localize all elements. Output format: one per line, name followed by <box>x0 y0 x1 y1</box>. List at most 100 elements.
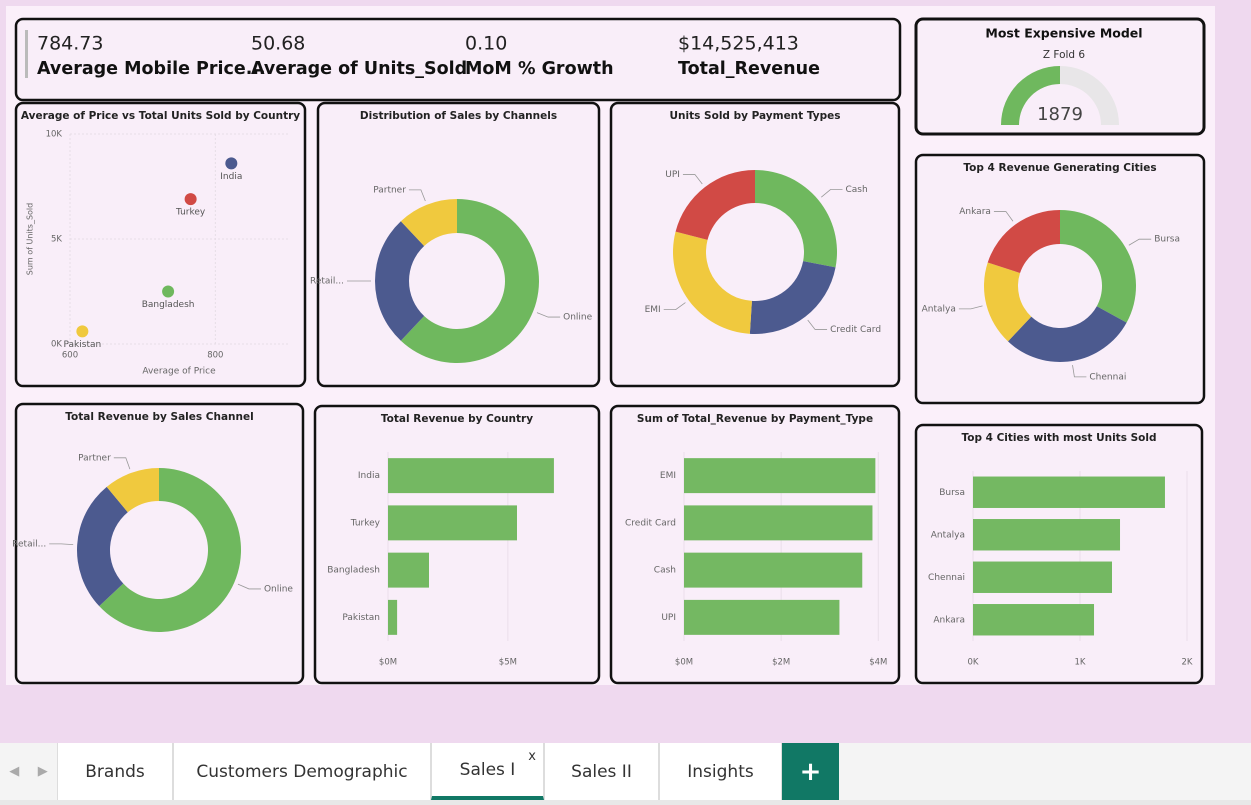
donut-segment <box>375 221 425 341</box>
leader-line <box>113 457 131 470</box>
donut-segment <box>987 210 1060 274</box>
donut-segment <box>673 231 752 334</box>
x-tick-label: 1K <box>1075 658 1086 668</box>
point-label: Bangladesh <box>142 300 195 310</box>
bar <box>973 604 1095 636</box>
segment-label: Bursa <box>1154 235 1180 245</box>
bar <box>684 505 873 541</box>
y-tick-label: Chennai <box>928 573 965 583</box>
tab-close[interactable]: x <box>528 749 536 764</box>
tab[interactable]: Sales II <box>544 743 659 800</box>
x-tick-label: $4M <box>869 658 887 668</box>
chart-title: Total Revenue by Sales Channel <box>65 411 253 423</box>
donut-segment <box>1007 306 1127 363</box>
donut-segment <box>755 170 837 268</box>
segment-label: Antalya <box>922 304 956 314</box>
chart-title: Sum of Total_Revenue by Payment_Type <box>637 413 873 425</box>
tab[interactable]: Brands <box>57 743 173 800</box>
tab[interactable]: Insights <box>659 743 782 800</box>
tab[interactable]: Customers Demographic <box>173 743 431 800</box>
x-tick-label: 0K <box>968 658 979 668</box>
x-tick-label: $0M <box>675 658 693 668</box>
leader-line <box>682 174 703 185</box>
panel <box>609 404 901 685</box>
x-tick-label: 600 <box>62 351 78 361</box>
bar <box>388 458 554 494</box>
leader-line <box>807 319 828 330</box>
chart-title: Units Sold by Payment Types <box>670 110 841 122</box>
y-tick-label: Cash <box>654 566 676 576</box>
chart-title: Top 4 Cities with most Units Sold <box>961 432 1156 444</box>
tab-bar: ◀ ▶ Brands Customers Demographic Sales I x… <box>0 743 1251 800</box>
gauge-fill <box>1001 66 1060 125</box>
x-tick-label: 800 <box>207 351 223 361</box>
segment-label: Credit Card <box>830 325 881 335</box>
bar <box>388 552 429 588</box>
segment-label: Cash <box>846 185 868 195</box>
bar <box>684 458 876 494</box>
donut-segment <box>76 486 128 607</box>
y-tick-label: Pakistan <box>342 613 380 623</box>
leader-line <box>821 189 843 198</box>
segment-label: Retail... <box>12 539 46 549</box>
segment-label: Partner <box>373 185 406 195</box>
chart-title: Average of Price vs Total Units Sold by … <box>21 110 300 122</box>
donut-segment <box>749 261 836 334</box>
point <box>76 325 89 338</box>
leader-line <box>536 312 561 318</box>
kpi-label: Average of Units_Sold <box>251 59 467 79</box>
x-tick-label: 2K <box>1182 658 1193 668</box>
donut-segment <box>106 468 159 513</box>
y-tick-label: Turkey <box>350 518 381 528</box>
gauge-subtitle: Z Fold 6 <box>1043 49 1086 61</box>
bar <box>973 476 1165 508</box>
y-tick-label: Credit Card <box>625 518 676 528</box>
leader-line <box>408 189 426 202</box>
status-strip <box>0 800 1251 805</box>
segment-label: EMI <box>645 305 661 315</box>
x-tick-label: $5M <box>499 658 517 668</box>
y-tick-label: 0K <box>51 340 62 350</box>
bar <box>684 552 863 588</box>
point <box>162 285 175 298</box>
x-tick-label: $2M <box>772 658 790 668</box>
x-tick-label: $0M <box>379 658 397 668</box>
y-tick-label: 5K <box>51 235 62 245</box>
point-label: Turkey <box>175 208 206 218</box>
gauge-title: Most Expensive Model <box>985 26 1142 41</box>
donut-segment <box>984 262 1032 342</box>
segment-label: Ankara <box>959 207 991 217</box>
y-tick-label: UPI <box>661 613 676 623</box>
dashboard: Most Expensive Model Z Fold 6 1879 784.7… <box>6 6 1215 685</box>
panel <box>14 101 307 388</box>
segment-label: UPI <box>665 170 680 180</box>
bar <box>388 599 398 635</box>
panel <box>914 423 1204 685</box>
kpi-label: Average Mobile Price... <box>37 59 266 79</box>
point-label: India <box>220 172 242 182</box>
leader-line <box>958 305 983 310</box>
kpi-value: 50.68 <box>251 33 305 55</box>
add-tab[interactable]: + <box>782 743 839 800</box>
donut-segment <box>675 170 755 240</box>
panel <box>914 153 1206 405</box>
leader-line <box>1128 238 1152 246</box>
leader-line <box>663 302 686 311</box>
tab-active[interactable]: Sales I x <box>431 743 544 800</box>
donut-segment <box>1060 210 1137 323</box>
y-tick-label: Antalya <box>931 530 965 540</box>
segment-label: Online <box>563 313 592 323</box>
leader-line <box>49 543 74 545</box>
kpi-label: Total_Revenue <box>678 59 820 79</box>
y-tick-label: 10K <box>46 130 63 140</box>
donut-segment <box>400 199 457 247</box>
donut-segment <box>99 468 241 632</box>
panel <box>14 402 305 685</box>
tab-nav[interactable]: ◀ ▶ <box>9 764 48 779</box>
kpi-value: 784.73 <box>37 33 103 55</box>
donut-segment <box>400 198 539 363</box>
bar <box>973 519 1121 551</box>
chart-title: Distribution of Sales by Channels <box>360 110 557 122</box>
y-tick-label: India <box>358 471 380 481</box>
